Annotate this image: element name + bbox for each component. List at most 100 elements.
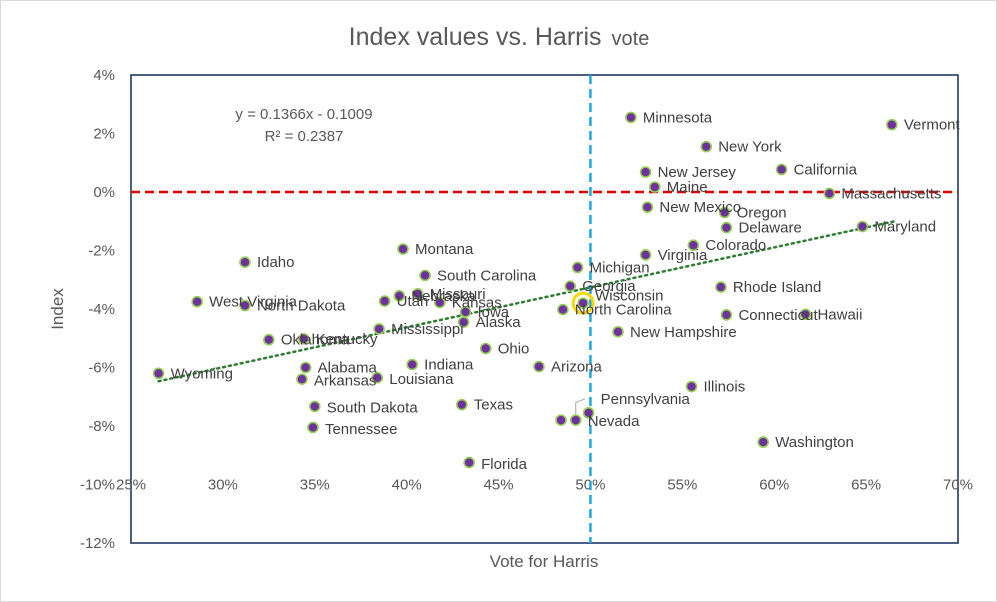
data-label: Nebraska	[411, 288, 476, 305]
data-point	[886, 118, 898, 131]
data-label: New Jersey	[658, 164, 737, 181]
data-label: Nevada	[588, 413, 640, 430]
data-point	[411, 287, 424, 300]
data-point	[371, 371, 384, 384]
data-point	[700, 140, 713, 153]
y-tick-label: -10%	[80, 477, 115, 494]
data-point	[639, 166, 652, 178]
data-point	[612, 326, 624, 338]
data-point	[533, 360, 545, 373]
data-point	[685, 380, 698, 393]
data-point	[457, 316, 470, 328]
data-point	[557, 303, 569, 316]
chart-title-suffix: vote	[612, 28, 650, 50]
data-point	[757, 436, 769, 448]
y-tick-label: -6%	[88, 360, 115, 377]
data-point	[648, 181, 661, 193]
data-label: Montana	[415, 241, 474, 258]
data-label: Kentucky	[316, 331, 378, 348]
x-tick-label: 60%	[759, 477, 789, 494]
data-point	[555, 414, 567, 426]
data-label: Alabama	[318, 360, 378, 377]
x-tick-label: 45%	[484, 477, 514, 494]
data-point	[564, 280, 577, 292]
y-tick-label: 2%	[93, 126, 115, 143]
data-point	[571, 261, 584, 274]
data-label: Mississippi	[391, 321, 464, 338]
data-point	[455, 398, 468, 411]
y-tick-label: -2%	[88, 243, 115, 260]
data-label: West Virginia	[209, 294, 297, 311]
data-label: Ohio	[498, 340, 530, 357]
data-point	[641, 201, 654, 214]
data-label: North Dakota	[257, 297, 346, 314]
data-label: Wyoming	[171, 365, 233, 382]
data-label: South Dakota	[327, 400, 419, 417]
data-point	[308, 400, 321, 413]
data-point	[307, 421, 319, 434]
data-point	[296, 373, 308, 386]
data-label: Louisiana	[389, 371, 454, 388]
data-label: Kansas	[452, 295, 502, 312]
data-label: Hawaii	[817, 306, 862, 323]
data-point	[378, 295, 391, 307]
data-label: New Mexico	[659, 199, 741, 216]
data-label: Indiana	[424, 357, 474, 374]
data-point	[463, 456, 475, 469]
data-label: New Hampshire	[630, 324, 737, 341]
wisconsin-highlight-ring	[571, 291, 595, 315]
data-label: Florida	[481, 456, 528, 473]
data-label: Texas	[474, 397, 513, 414]
data-point	[720, 309, 733, 321]
y-tick-label: -4%	[88, 301, 115, 318]
y-tick-label: -12%	[80, 535, 115, 552]
data-point	[373, 323, 385, 335]
data-point	[799, 308, 812, 321]
x-tick-label: 35%	[300, 477, 330, 494]
data-label: Alaska	[476, 314, 522, 331]
data-label: Oklahoma	[281, 332, 350, 349]
data-label: Idaho	[257, 254, 295, 271]
data-label: Massachusetts	[841, 185, 941, 202]
data-label: New York	[718, 139, 782, 156]
data-point	[263, 333, 275, 346]
data-point	[715, 281, 727, 293]
data-label: Iowa	[477, 304, 509, 321]
data-point	[687, 239, 700, 252]
data-point	[297, 333, 310, 345]
data-label: Oregon	[737, 204, 787, 221]
data-label: Vermont	[904, 117, 961, 134]
pennsylvania-leader-line	[575, 398, 586, 419]
chart-title: Index values vs. Harris vote	[349, 23, 650, 51]
y-tick-label: 4%	[93, 67, 115, 84]
x-tick-label: 55%	[667, 477, 697, 494]
data-point	[720, 221, 733, 234]
data-point	[239, 299, 251, 312]
data-label: Maryland	[874, 219, 936, 236]
data-point	[775, 163, 788, 176]
data-label: Arizona	[551, 359, 603, 376]
data-label: Rhode Island	[733, 279, 821, 296]
x-tick-label: 40%	[392, 477, 422, 494]
data-point	[191, 295, 203, 308]
x-tick-label: 70%	[943, 477, 973, 494]
data-label: Pennsylvania	[601, 391, 691, 408]
data-point	[582, 407, 595, 419]
data-point	[152, 367, 165, 380]
plot-border	[130, 74, 959, 544]
data-point	[393, 290, 406, 302]
trendline-equation: y = 0.1366x - 0.1009	[235, 106, 372, 123]
data-point	[406, 358, 418, 371]
data-point	[397, 243, 409, 255]
data-label: Tennessee	[325, 421, 398, 438]
data-point	[718, 206, 731, 219]
trendline	[157, 220, 895, 383]
data-point	[823, 187, 836, 200]
data-label: Illinois	[704, 379, 746, 396]
y-axis-title: Index	[48, 288, 67, 330]
x-tick-label: 65%	[851, 477, 881, 494]
data-label: Utah	[397, 293, 429, 310]
data-label: South Carolina	[437, 267, 537, 284]
data-label: Virginia	[658, 247, 708, 264]
